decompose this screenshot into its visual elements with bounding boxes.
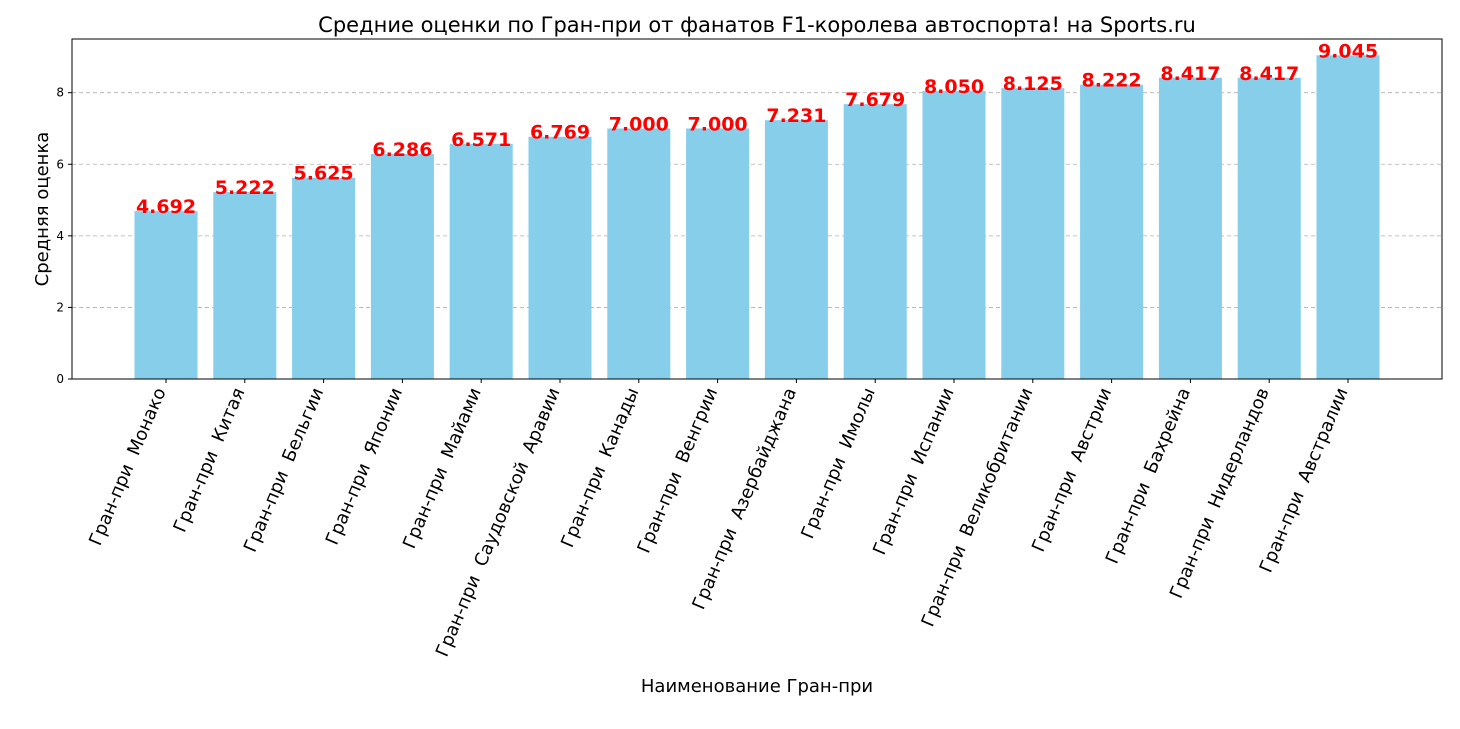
bar-value-label: 8.050 (924, 76, 984, 98)
y-axis-label: Средняя оценка (32, 132, 53, 287)
x-tick-label: Гран-при Бельгии (240, 385, 328, 556)
grid-lines (72, 92, 1442, 308)
bar-value-label: 8.222 (1082, 70, 1142, 92)
bar-value-label: 7.000 (688, 113, 748, 135)
bar (292, 177, 356, 379)
bars (134, 55, 1380, 380)
bar-value-label: 9.045 (1318, 40, 1378, 62)
x-tick-label: Гран-при Испании (869, 385, 958, 558)
y-tick-label: 6 (56, 157, 64, 171)
bar (764, 120, 828, 380)
bar (213, 192, 277, 379)
plot-frame (71, 38, 1443, 380)
y-axis-ticks: 0 2 4 6 8 (56, 86, 72, 386)
bar (370, 154, 434, 379)
x-tick-label: Гран-при Австралии (1256, 385, 1353, 576)
x-tick-label: Гран-при Майами (399, 385, 486, 552)
x-tick-label: Гран-при Бахрейна (1102, 385, 1195, 567)
y-tick-label: 2 (56, 300, 64, 314)
y-tick-label: 4 (56, 229, 64, 243)
bar (1316, 55, 1380, 379)
x-tick-label: Гран-при Венгрии (634, 385, 723, 557)
bar (1001, 88, 1065, 380)
x-tick-label: Гран-при Японии (322, 385, 407, 548)
x-tick-label: Гран-при Канады (557, 385, 643, 551)
value-labels: 4.692 5.222 5.625 6.286 6.571 6.769 7.000 7.000… (136, 40, 1378, 218)
bar-value-label: 5.222 (215, 177, 275, 199)
bar-value-label: 7.231 (766, 105, 826, 127)
x-tick-label: Гран-при Имолы (797, 385, 880, 542)
x-tick-label: Гран-при Китая (170, 385, 250, 536)
bar-value-label: 7.679 (845, 89, 905, 111)
bar-value-label: 6.286 (372, 139, 432, 161)
bar-value-label: 6.571 (451, 129, 511, 151)
y-tick-label: 8 (56, 86, 64, 100)
bar (1237, 77, 1301, 379)
y-tick-label: 0 (56, 372, 64, 386)
bar-value-label: 7.000 (609, 113, 669, 135)
bar (1158, 77, 1222, 379)
x-tick-label: Гран-при Австрии (1028, 385, 1116, 555)
bar (686, 128, 750, 379)
bar-value-label: 8.417 (1239, 63, 1299, 85)
bar (449, 143, 513, 379)
bar-value-label: 8.125 (1003, 73, 1063, 95)
bar (922, 90, 986, 379)
bar (607, 128, 671, 379)
bar-value-label: 8.417 (1160, 63, 1220, 85)
bar (134, 211, 198, 379)
bar (843, 104, 907, 379)
bar-value-label: 5.625 (294, 163, 354, 185)
bar-value-label: 4.692 (136, 196, 196, 218)
chart-title: Средние оценки по Гран-при от фанатов F1… (318, 13, 1196, 37)
x-axis-label: Наименование Гран-при (641, 676, 873, 697)
x-tick-label: Гран-при Монако (85, 385, 170, 549)
bar-value-label: 6.769 (530, 122, 590, 144)
bar (528, 136, 592, 379)
bar (1080, 84, 1144, 379)
